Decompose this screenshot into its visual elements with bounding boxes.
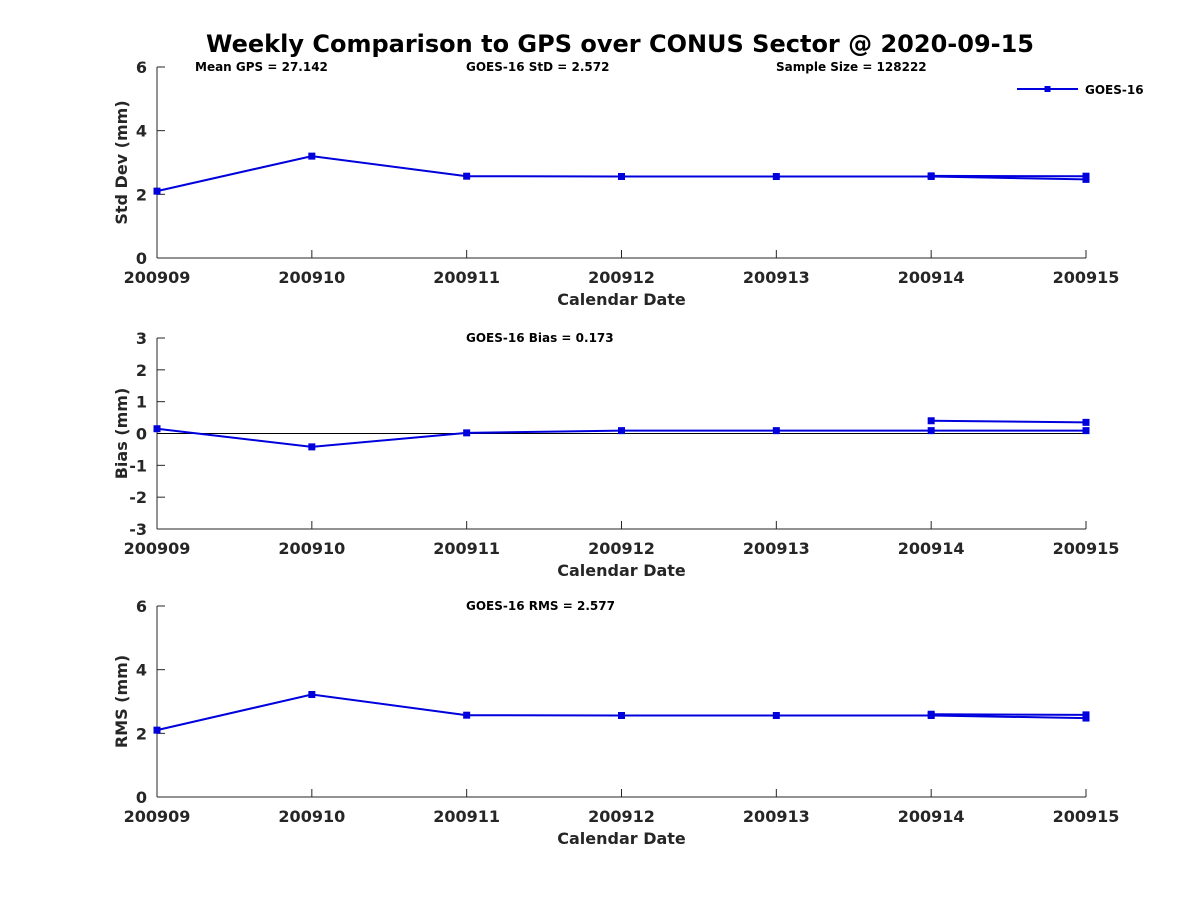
rms-x-tick-label: 200909 bbox=[124, 807, 191, 826]
bias-data-point bbox=[463, 429, 471, 437]
bias-data-point bbox=[1082, 427, 1090, 435]
rms-y-tick-label: 2 bbox=[136, 724, 147, 743]
rms-y-axis-label: RMS (mm) bbox=[112, 655, 131, 748]
rms-x-tick-label: 200913 bbox=[743, 807, 810, 826]
rms-data-point bbox=[1082, 711, 1090, 719]
rms-data-point bbox=[153, 726, 161, 734]
std-y-tick-label: 2 bbox=[136, 185, 147, 204]
bias-data-point bbox=[927, 417, 935, 425]
std-y-axis-label: Std Dev (mm) bbox=[112, 100, 131, 224]
bias-data-point bbox=[618, 427, 625, 435]
rms-data-point bbox=[618, 712, 625, 720]
rms-data-point bbox=[772, 712, 780, 720]
bias-annotation: GOES-16 Bias = 0.173 bbox=[466, 331, 614, 345]
std-y-tick-label: 6 bbox=[136, 58, 147, 77]
bias-x-tick-label: 200910 bbox=[278, 539, 345, 558]
legend-marker-sample bbox=[1044, 86, 1051, 92]
rms-data-point bbox=[308, 690, 316, 698]
std-x-tick-label: 200909 bbox=[124, 268, 191, 287]
legend-entry: GOES-16 bbox=[1085, 83, 1144, 97]
rms-annotation: GOES-16 RMS = 2.577 bbox=[466, 599, 615, 613]
std-annotation: Sample Size = 128222 bbox=[776, 60, 927, 74]
bias-y-tick-label: -2 bbox=[129, 488, 147, 507]
std-x-tick-label: 200914 bbox=[898, 268, 965, 287]
bias-data-point bbox=[927, 427, 935, 435]
std-annotation: GOES-16 StD = 2.572 bbox=[466, 60, 609, 74]
std-annotation: Mean GPS = 27.142 bbox=[195, 60, 328, 74]
rms-x-tick-label: 200912 bbox=[588, 807, 655, 826]
rms-y-tick-label: 6 bbox=[136, 597, 147, 616]
std-x-tick-label: 200912 bbox=[588, 268, 655, 287]
bias-y-tick-label: 1 bbox=[136, 393, 147, 412]
bias-x-tick-label: 200915 bbox=[1053, 539, 1120, 558]
std-x-tick-label: 200915 bbox=[1053, 268, 1120, 287]
bias-y-tick-label: 2 bbox=[136, 361, 147, 380]
bias-y-tick-label: 3 bbox=[136, 329, 147, 348]
std-x-tick-label: 200911 bbox=[433, 268, 500, 287]
std-data-point bbox=[618, 173, 625, 181]
bias-x-tick-label: 200914 bbox=[898, 539, 965, 558]
rms-x-tick-label: 200914 bbox=[898, 807, 965, 826]
bias-data-point bbox=[1082, 418, 1090, 426]
bias-y-tick-label: 0 bbox=[136, 425, 147, 444]
std-y-tick-label: 0 bbox=[136, 249, 147, 268]
bias-y-tick-label: -3 bbox=[129, 520, 147, 539]
std-data-point bbox=[463, 172, 471, 180]
rms-x-tick-label: 200911 bbox=[433, 807, 500, 826]
std-data-point bbox=[772, 173, 780, 181]
std-data-point bbox=[308, 152, 316, 160]
bias-data-point bbox=[308, 443, 316, 451]
std-data-point bbox=[927, 172, 935, 180]
std-x-tick-label: 200913 bbox=[743, 268, 810, 287]
bias-x-tick-label: 200913 bbox=[743, 539, 810, 558]
bias-data-point bbox=[153, 425, 161, 433]
bias-y-tick-label: -1 bbox=[129, 456, 147, 475]
std-y-tick-label: 4 bbox=[136, 122, 147, 141]
std-data-point bbox=[1082, 172, 1090, 180]
std-x-axis-label: Calendar Date bbox=[557, 290, 686, 309]
rms-y-tick-label: 4 bbox=[136, 661, 147, 680]
bias-series-line bbox=[931, 419, 1087, 424]
figure-title: Weekly Comparison to GPS over CONUS Sect… bbox=[205, 30, 1034, 58]
rms-x-tick-label: 200910 bbox=[278, 807, 345, 826]
rms-data-point bbox=[463, 711, 471, 719]
std-data-point bbox=[153, 187, 161, 195]
bias-y-axis-label: Bias (mm) bbox=[112, 388, 131, 480]
bias-x-tick-label: 200912 bbox=[588, 539, 655, 558]
bias-x-tick-label: 200909 bbox=[124, 539, 191, 558]
rms-data-point bbox=[927, 710, 935, 718]
rms-y-tick-label: 0 bbox=[136, 788, 147, 807]
rms-x-tick-label: 200915 bbox=[1053, 807, 1120, 826]
bias-data-point bbox=[772, 427, 780, 435]
std-x-tick-label: 200910 bbox=[278, 268, 345, 287]
bias-x-axis-label: Calendar Date bbox=[557, 561, 686, 580]
rms-series-line bbox=[931, 713, 1087, 716]
rms-x-axis-label: Calendar Date bbox=[557, 829, 686, 848]
bias-x-tick-label: 200911 bbox=[433, 539, 500, 558]
